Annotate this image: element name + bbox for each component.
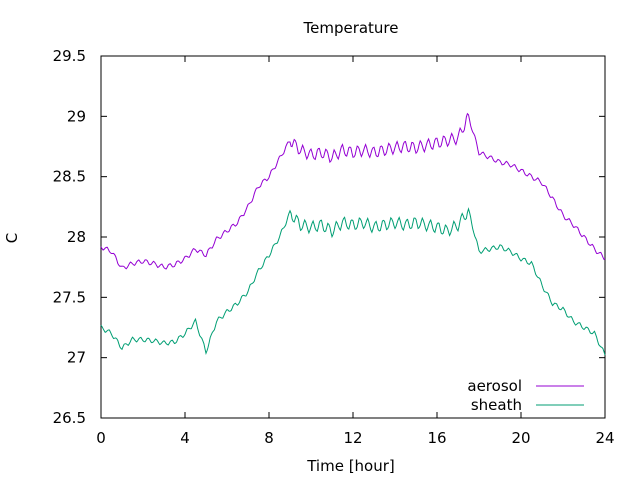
legend-label-aerosol: aerosol — [467, 377, 522, 395]
y-tick-label: 28.5 — [53, 168, 86, 186]
y-tick-label: 26.5 — [53, 409, 86, 427]
x-tick-label: 20 — [511, 429, 530, 447]
x-tick-label: 24 — [595, 429, 614, 447]
x-tick-labels: 0 4 8 12 16 20 24 — [96, 429, 614, 447]
y-tick-label: 29 — [67, 107, 86, 125]
x-tick-label: 4 — [180, 429, 190, 447]
series-line-aerosol — [100, 112, 606, 270]
x-tick-label: 16 — [427, 429, 446, 447]
y-tick-label: 27 — [67, 349, 86, 367]
x-axis-title: Time [hour] — [306, 457, 395, 475]
x-tick-label: 8 — [264, 429, 274, 447]
chart-title: Temperature — [302, 19, 398, 37]
x-tick-label: 12 — [343, 429, 362, 447]
series-lines — [100, 112, 606, 356]
y-tick-label: 28 — [67, 228, 86, 246]
y-tick-label: 27.5 — [53, 288, 86, 306]
y-axis-title: C — [3, 233, 21, 243]
y-tick-label: 29.5 — [53, 47, 86, 65]
series-line-sheath — [100, 207, 606, 356]
y-tick-labels: 26.5 27 27.5 28 28.5 29 29.5 — [53, 47, 86, 427]
x-tick-label: 0 — [96, 429, 106, 447]
chart-legend: aerosol sheath — [467, 377, 584, 414]
legend-label-sheath: sheath — [471, 396, 522, 414]
axis-ticks — [100, 55, 606, 419]
